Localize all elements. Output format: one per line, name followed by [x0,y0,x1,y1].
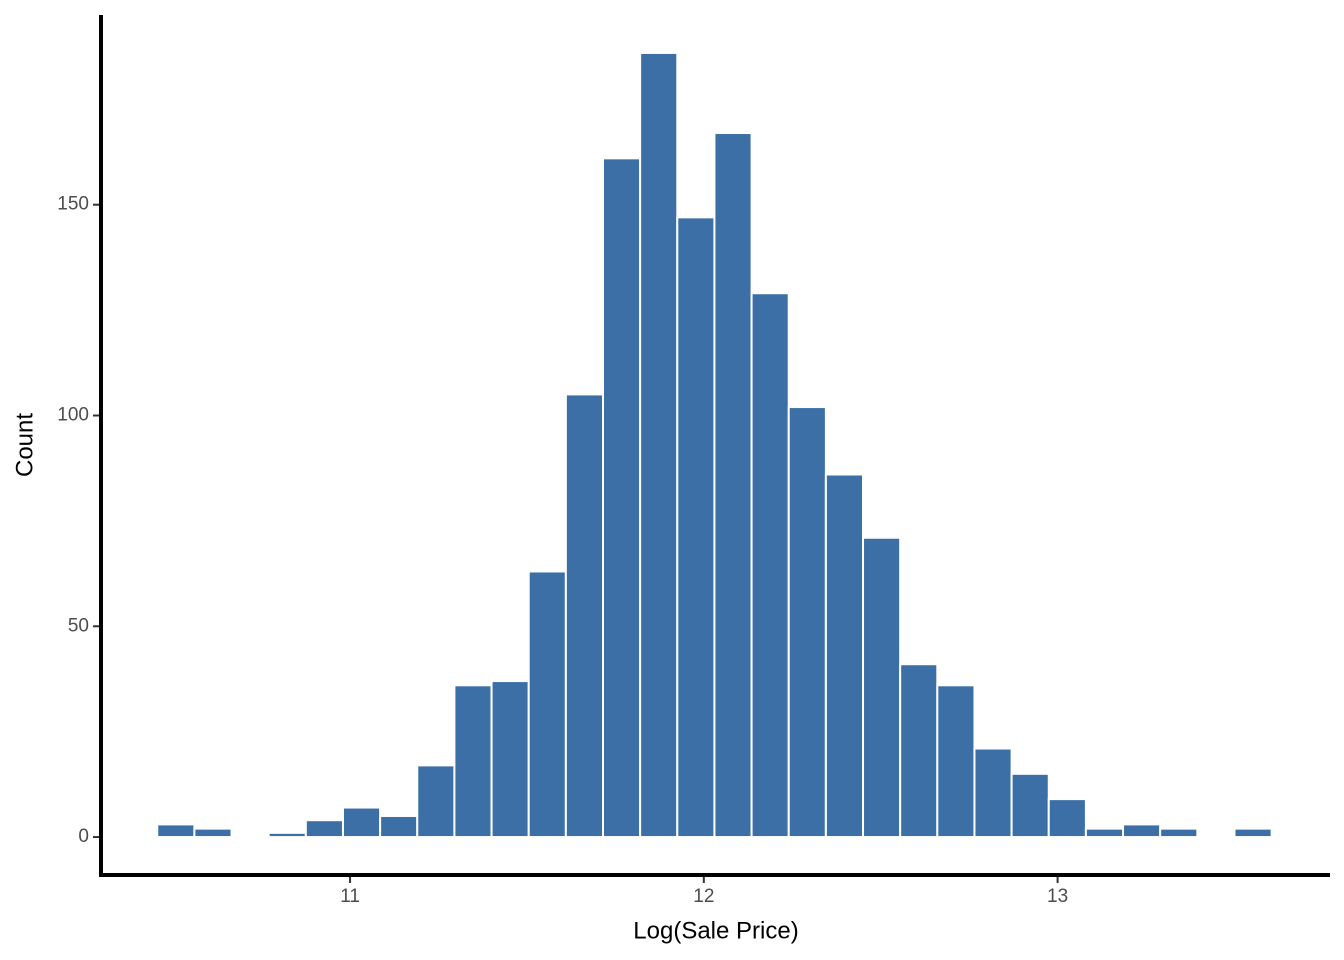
y-axis-label: Count [11,413,38,477]
bar [639,51,679,839]
bar [1122,823,1162,839]
bar [824,473,865,839]
bar [1233,827,1273,839]
bar [1010,772,1050,839]
bar [713,132,753,839]
bar [862,536,902,839]
bar [341,806,382,839]
bar [304,819,344,839]
bar [750,292,790,839]
bar [379,814,419,839]
bar [1047,798,1087,839]
x-tick-label: 11 [340,886,360,907]
y-tick-label: 0 [78,826,89,847]
bar [267,831,307,839]
y-tick-label: 100 [57,405,89,426]
bar [564,393,605,839]
bar [156,823,196,839]
bar [453,684,493,839]
bar [936,684,976,839]
bar [602,157,642,839]
bar [1159,827,1199,839]
bar [416,764,456,839]
bar [490,680,530,839]
bar [1084,827,1125,839]
x-tick-label: 13 [1047,886,1068,907]
x-axis-label: Log(Sale Price) [633,917,798,944]
bar [787,406,827,839]
bar [676,216,716,839]
bar [193,827,233,839]
y-tick-label: 150 [57,194,89,215]
bar [527,570,567,839]
bar [973,747,1013,839]
x-tick-label: 12 [693,886,714,907]
bar [899,663,939,839]
y-tick-label: 50 [68,615,89,636]
